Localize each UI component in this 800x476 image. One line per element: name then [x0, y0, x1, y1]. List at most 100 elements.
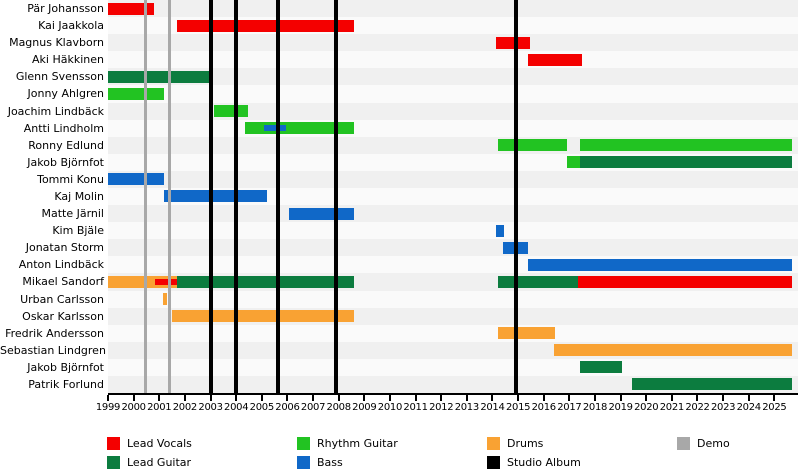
axis-tick	[568, 395, 571, 401]
member-name: Tommi Konu	[37, 172, 104, 186]
member-name: Glenn Svensson	[15, 70, 104, 84]
legend-label: Lead Vocals	[127, 437, 192, 450]
year-label: 2025	[762, 402, 787, 413]
axis-tick	[107, 395, 109, 401]
timeline-bar-bass	[288, 207, 355, 220]
row-stripe	[108, 375, 798, 394]
row-stripe	[108, 187, 798, 206]
year-label: 2007	[300, 402, 326, 413]
row-stripe	[108, 170, 798, 188]
year-label: 2018	[582, 402, 608, 413]
timeline-bar-lead-guitar	[177, 275, 355, 288]
row-stripe	[108, 68, 798, 86]
member-name: Fredrik Andersson	[5, 326, 104, 340]
row-stripe	[108, 324, 798, 342]
year-label: 2021	[659, 402, 685, 413]
year-label: 2000	[121, 402, 147, 413]
year-label: 2017	[557, 402, 582, 413]
axis-tick	[363, 395, 366, 401]
timeline-bar-lead-guitar	[497, 275, 579, 288]
studio-album-line	[208, 0, 213, 393]
axis-tick	[491, 395, 494, 401]
row-stripe	[108, 239, 798, 257]
year-label: 2016	[531, 402, 557, 413]
year-label: 2024	[736, 402, 762, 413]
member-name: Patrik Forlund	[28, 377, 104, 391]
member-name: Joachim Lindbäck	[7, 104, 104, 118]
axis-tick	[773, 395, 776, 401]
legend-label: Drums	[507, 437, 544, 450]
legend-swatch-drums	[487, 437, 500, 450]
timeline-bar-drums	[172, 310, 355, 323]
axis-tick	[747, 395, 750, 401]
member-name: Aki Häkkinen	[32, 53, 104, 67]
year-label: 2003	[198, 402, 223, 413]
member-name: Antti Lindholm	[23, 121, 104, 135]
year-label: 2008	[326, 402, 352, 413]
row-stripe	[108, 205, 798, 223]
year-label: 2022	[685, 402, 710, 413]
axis-tick	[312, 395, 315, 401]
member-name: Jakob Björnfot	[27, 155, 104, 169]
year-label: 2023	[710, 402, 736, 413]
axis-tick	[645, 395, 648, 401]
member-name: Urban Carlsson	[20, 292, 104, 306]
legend-swatch-demo	[677, 437, 690, 450]
timeline-bar-bass	[264, 125, 287, 132]
axis-tick	[593, 395, 596, 401]
timeline-bar-rhythm-guitar	[566, 156, 580, 169]
year-label: 2020	[634, 402, 659, 413]
timeline-bar-rhythm-guitar	[497, 139, 567, 152]
legend-label: Lead Guitar	[127, 456, 192, 469]
year-label: 2013	[454, 402, 480, 413]
timeline-bar-lead-guitar	[579, 156, 793, 169]
axis-tick	[158, 395, 161, 401]
row-stripe	[108, 51, 798, 69]
studio-album-line	[234, 0, 239, 393]
member-name: Mikael Sandorf	[22, 275, 104, 289]
axis-tick	[388, 395, 391, 401]
timeline-bar-lead-vocals	[155, 278, 178, 285]
member-name: Matte Järnil	[41, 207, 104, 221]
row-stripe	[108, 290, 798, 308]
axis-tick	[286, 395, 289, 401]
axis-tick	[440, 395, 443, 401]
member-name: Sebastian Lindgren	[0, 343, 106, 357]
year-label: 2009	[352, 402, 377, 413]
row-stripe	[108, 34, 798, 52]
timeline-bar-bass	[164, 190, 267, 203]
row-stripe	[108, 102, 798, 120]
timeline-bar-lead-guitar	[108, 70, 211, 83]
axis-tick	[235, 395, 238, 401]
legend-swatch-bass	[297, 456, 310, 469]
demo-line	[168, 0, 171, 393]
year-label: 2001	[147, 402, 172, 413]
legend-label: Rhythm Guitar	[317, 437, 398, 450]
year-label: 1999	[95, 402, 121, 413]
timeline-bar-lead-vocals	[578, 275, 793, 288]
row-stripe	[108, 0, 798, 18]
year-label: 2011	[403, 402, 428, 413]
timeline-bar-rhythm-guitar	[579, 139, 793, 152]
timeline-bar-lead-vocals	[177, 19, 355, 32]
axis-tick	[696, 395, 699, 401]
row-stripe	[108, 85, 798, 103]
axis-tick	[260, 395, 263, 401]
timeline-bar-lead-vocals	[108, 2, 155, 15]
year-label: 2015	[505, 402, 531, 413]
axis-tick	[183, 395, 186, 401]
legend-label: Studio Album	[507, 456, 581, 469]
timeline-bar-bass	[108, 173, 165, 186]
studio-album-line	[513, 0, 518, 393]
axis-tick	[132, 395, 135, 401]
legend-swatch-lead-guitar	[107, 456, 120, 469]
member-name: Anton Lindbäck	[18, 258, 104, 272]
year-label: 2010	[377, 402, 403, 413]
timeline-bar-drums	[497, 327, 556, 340]
timeline-bar-lead-guitar	[579, 361, 622, 374]
axis-tick	[465, 395, 468, 401]
studio-album-line	[276, 0, 281, 393]
member-name: Jonatan Storm	[25, 241, 104, 255]
member-name: Kim Bjäle	[52, 224, 104, 238]
